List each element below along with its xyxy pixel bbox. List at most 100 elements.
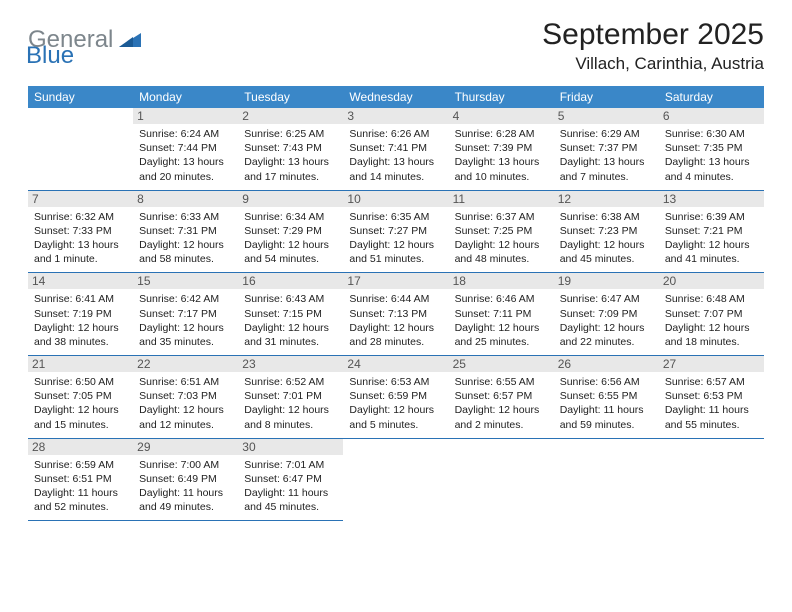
sunrise-text: Sunrise: 6:26 AM	[349, 127, 442, 141]
day-number: 13	[659, 191, 764, 207]
sunrise-text: Sunrise: 6:46 AM	[455, 292, 548, 306]
sunset-text: Sunset: 7:19 PM	[34, 307, 127, 321]
calendar-cell: 21Sunrise: 6:50 AMSunset: 7:05 PMDayligh…	[28, 356, 133, 439]
day-details: Sunrise: 6:59 AMSunset: 6:51 PMDaylight:…	[34, 458, 127, 515]
day-number: 23	[238, 356, 343, 372]
day-details: Sunrise: 6:41 AMSunset: 7:19 PMDaylight:…	[34, 292, 127, 349]
day-details: Sunrise: 6:33 AMSunset: 7:31 PMDaylight:…	[139, 210, 232, 267]
day-details: Sunrise: 6:57 AMSunset: 6:53 PMDaylight:…	[665, 375, 758, 432]
day-number: 17	[343, 273, 448, 289]
calendar-row: 21Sunrise: 6:50 AMSunset: 7:05 PMDayligh…	[28, 356, 764, 439]
day-details: Sunrise: 6:37 AMSunset: 7:25 PMDaylight:…	[455, 210, 548, 267]
calendar-cell: 15 Sunrise: 6:42 AMSunset: 7:17 PMDayligh…	[133, 273, 238, 356]
sunrise-text: Sunrise: 6:30 AM	[665, 127, 758, 141]
day-details: Sunrise: 6:53 AMSunset: 6:59 PMDaylight:…	[349, 375, 442, 432]
daylight-text: Daylight: 12 hours and 45 minutes.	[560, 238, 653, 266]
title-block: September 2025 Villach, Carinthia, Austr…	[542, 18, 764, 74]
sunset-text: Sunset: 7:44 PM	[139, 141, 232, 155]
daylight-text: Daylight: 12 hours and 15 minutes.	[34, 403, 127, 431]
logo-text-blue-wrap: Blue	[28, 42, 74, 70]
sunrise-text: Sunrise: 6:42 AM	[139, 292, 232, 306]
day-number: 9	[238, 191, 343, 207]
sunrise-text: Sunrise: 6:38 AM	[560, 210, 653, 224]
day-number: 24	[343, 356, 448, 372]
weekday-header: Sunday	[28, 86, 133, 108]
calendar-cell: 25 Sunrise: 6:55 AMSunset: 6:57 PMDayligh…	[449, 356, 554, 439]
daylight-text: Daylight: 11 hours and 52 minutes.	[34, 486, 127, 514]
day-number: 2	[238, 108, 343, 124]
day-details: Sunrise: 6:34 AMSunset: 7:29 PMDaylight:…	[244, 210, 337, 267]
calendar-cell: 23 Sunrise: 6:52 AMSunset: 7:01 PMDayligh…	[238, 356, 343, 439]
day-details: Sunrise: 7:00 AMSunset: 6:49 PMDaylight:…	[139, 458, 232, 515]
daylight-text: Daylight: 12 hours and 54 minutes.	[244, 238, 337, 266]
calendar-cell: 27Sunrise: 6:57 AMSunset: 6:53 PMDayligh…	[659, 356, 764, 439]
weekday-header: Friday	[554, 86, 659, 108]
calendar-cell: 1Sunrise: 6:24 AMSunset: 7:44 PMDaylight…	[133, 108, 238, 190]
day-details: Sunrise: 6:26 AMSunset: 7:41 PMDaylight:…	[349, 127, 442, 184]
calendar-cell: 18Sunrise: 6:46 AMSunset: 7:11 PMDayligh…	[449, 273, 554, 356]
logo-triangle-icon	[119, 29, 141, 52]
calendar-cell: 3 Sunrise: 6:26 AMSunset: 7:41 PMDaylight…	[343, 108, 448, 190]
calendar-cell: 11Sunrise: 6:37 AMSunset: 7:25 PMDayligh…	[449, 190, 554, 273]
day-number: 20	[659, 273, 764, 289]
day-details: Sunrise: 6:42 AMSunset: 7:17 PMDaylight:…	[139, 292, 232, 349]
sunrise-text: Sunrise: 6:48 AM	[665, 292, 758, 306]
sunrise-text: Sunrise: 6:52 AM	[244, 375, 337, 389]
sunrise-text: Sunrise: 6:32 AM	[34, 210, 127, 224]
calendar-cell	[554, 438, 659, 521]
sunset-text: Sunset: 7:37 PM	[560, 141, 653, 155]
day-details: Sunrise: 6:32 AMSunset: 7:33 PMDaylight:…	[34, 210, 127, 267]
calendar-row: 28 Sunrise: 6:59 AMSunset: 6:51 PMDayligh…	[28, 438, 764, 521]
calendar-cell	[659, 438, 764, 521]
day-details: Sunrise: 6:52 AMSunset: 7:01 PMDaylight:…	[244, 375, 337, 432]
sunset-text: Sunset: 7:03 PM	[139, 389, 232, 403]
day-number: 12	[554, 191, 659, 207]
calendar-cell: 10Sunrise: 6:35 AMSunset: 7:27 PMDayligh…	[343, 190, 448, 273]
day-details: Sunrise: 6:28 AMSunset: 7:39 PMDaylight:…	[455, 127, 548, 184]
sunrise-text: Sunrise: 6:50 AM	[34, 375, 127, 389]
day-details: Sunrise: 6:35 AMSunset: 7:27 PMDaylight:…	[349, 210, 442, 267]
day-number: 3	[343, 108, 448, 124]
sunset-text: Sunset: 7:21 PM	[665, 224, 758, 238]
month-title: September 2025	[542, 18, 764, 52]
day-details: Sunrise: 6:25 AMSunset: 7:43 PMDaylight:…	[244, 127, 337, 184]
header: General September 2025 Villach, Carinthi…	[28, 18, 764, 74]
calendar-cell: 16Sunrise: 6:43 AMSunset: 7:15 PMDayligh…	[238, 273, 343, 356]
sunrise-text: Sunrise: 6:35 AM	[349, 210, 442, 224]
sunset-text: Sunset: 7:01 PM	[244, 389, 337, 403]
sunset-text: Sunset: 6:57 PM	[455, 389, 548, 403]
sunset-text: Sunset: 7:43 PM	[244, 141, 337, 155]
day-number: 28	[28, 439, 133, 455]
daylight-text: Daylight: 13 hours and 7 minutes.	[560, 155, 653, 183]
calendar-cell: 7Sunrise: 6:32 AMSunset: 7:33 PMDaylight…	[28, 190, 133, 273]
sunrise-text: Sunrise: 6:28 AM	[455, 127, 548, 141]
day-details: Sunrise: 6:44 AMSunset: 7:13 PMDaylight:…	[349, 292, 442, 349]
sunrise-text: Sunrise: 6:51 AM	[139, 375, 232, 389]
sunset-text: Sunset: 6:53 PM	[665, 389, 758, 403]
sunrise-text: Sunrise: 6:55 AM	[455, 375, 548, 389]
calendar-header-row: SundayMondayTuesdayWednesdayThursdayFrid…	[28, 86, 764, 108]
calendar-cell: 6Sunrise: 6:30 AMSunset: 7:35 PMDaylight…	[659, 108, 764, 190]
daylight-text: Daylight: 12 hours and 51 minutes.	[349, 238, 442, 266]
calendar-row: 14Sunrise: 6:41 AMSunset: 7:19 PMDayligh…	[28, 273, 764, 356]
calendar-cell: 30Sunrise: 7:01 AMSunset: 6:47 PMDayligh…	[238, 438, 343, 521]
sunrise-text: Sunrise: 6:43 AM	[244, 292, 337, 306]
sunset-text: Sunset: 6:51 PM	[34, 472, 127, 486]
daylight-text: Daylight: 13 hours and 1 minute.	[34, 238, 127, 266]
calendar-cell: 5Sunrise: 6:29 AMSunset: 7:37 PMDaylight…	[554, 108, 659, 190]
day-details: Sunrise: 6:39 AMSunset: 7:21 PMDaylight:…	[665, 210, 758, 267]
day-number: 6	[659, 108, 764, 124]
day-number: 1	[133, 108, 238, 124]
daylight-text: Daylight: 12 hours and 8 minutes.	[244, 403, 337, 431]
day-number: 15	[133, 273, 238, 289]
daylight-text: Daylight: 12 hours and 2 minutes.	[455, 403, 548, 431]
day-number: 26	[554, 356, 659, 372]
daylight-text: Daylight: 13 hours and 14 minutes.	[349, 155, 442, 183]
sunrise-text: Sunrise: 6:34 AM	[244, 210, 337, 224]
day-number: 18	[449, 273, 554, 289]
sunset-text: Sunset: 7:33 PM	[34, 224, 127, 238]
daylight-text: Daylight: 13 hours and 4 minutes.	[665, 155, 758, 183]
day-number: 25	[449, 356, 554, 372]
sunset-text: Sunset: 7:11 PM	[455, 307, 548, 321]
daylight-text: Daylight: 11 hours and 59 minutes.	[560, 403, 653, 431]
